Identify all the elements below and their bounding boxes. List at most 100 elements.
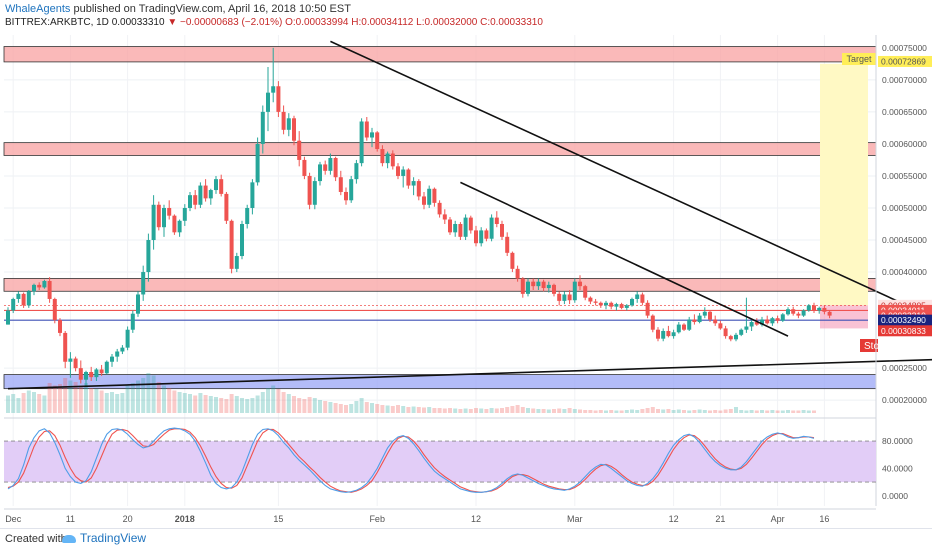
- time-axis-tick: 21: [715, 514, 725, 524]
- candle-body: [635, 294, 640, 299]
- candle-body: [734, 334, 738, 340]
- volume-bar: [624, 410, 629, 413]
- candle-body: [791, 309, 796, 314]
- candle-body: [474, 230, 478, 244]
- candle-body: [687, 319, 692, 330]
- volume-bar: [271, 385, 276, 413]
- volume-bar: [188, 394, 192, 413]
- stop-label-bg: [860, 339, 878, 352]
- volume-bar: [572, 409, 577, 413]
- candle-body: [42, 281, 47, 288]
- candle-body: [536, 281, 541, 287]
- candle-body: [422, 196, 426, 205]
- candle-body: [240, 224, 244, 257]
- candle-body: [619, 304, 624, 308]
- candle-body: [442, 214, 447, 220]
- candle-body: [245, 207, 250, 224]
- candle-body: [609, 302, 614, 307]
- candle-body: [744, 326, 749, 330]
- tradingview-link[interactable]: TradingView: [62, 531, 146, 545]
- price-label: 0.00032490: [881, 315, 926, 325]
- candle-body: [120, 347, 125, 352]
- volume-bar: [286, 394, 291, 413]
- publisher-name[interactable]: WhaleAgents: [5, 3, 71, 15]
- candle-body: [78, 368, 83, 380]
- volume-bar: [141, 378, 146, 413]
- candle-body: [624, 305, 629, 308]
- candle-body: [104, 361, 109, 374]
- volume-bar: [146, 373, 151, 413]
- candle-body: [640, 294, 645, 303]
- volume-bar: [656, 409, 660, 413]
- candle-body: [604, 302, 608, 306]
- candle-body: [115, 351, 120, 357]
- volume-bar: [468, 409, 473, 413]
- candle-body: [396, 166, 400, 176]
- candle-body: [448, 219, 452, 233]
- price-axis-tick: 0.00020000: [882, 395, 927, 405]
- stoch-k-line: [7, 427, 815, 493]
- volume-bar: [515, 405, 520, 413]
- candle-body: [125, 329, 130, 348]
- tradingview-logo-icon: [62, 534, 76, 543]
- price-label-bg: [878, 314, 932, 326]
- volume-bar: [437, 408, 442, 413]
- volume-bar: [240, 398, 244, 413]
- volume-bar: [385, 405, 390, 413]
- volume-bar: [162, 385, 166, 413]
- candle-body: [463, 217, 468, 237]
- price-axis-tick: 0.00060000: [882, 139, 927, 149]
- volume-bar: [349, 404, 354, 413]
- volume-bar: [713, 410, 718, 413]
- candle-body: [630, 298, 634, 306]
- volume-bar: [302, 399, 307, 413]
- candle-body: [770, 318, 775, 324]
- volume-bar: [156, 382, 161, 413]
- candle-body: [484, 230, 489, 239]
- price-axis-tick: 0.00075000: [882, 43, 927, 53]
- candle-body: [614, 304, 619, 307]
- resistance-zone-mid: [3, 142, 877, 156]
- candle-body: [292, 118, 296, 141]
- volume-bar: [474, 408, 478, 413]
- resistance-zone-top: [3, 46, 877, 63]
- price-chart[interactable]: Target Sto 0.00075000 0.00070000 0.00065000 0…: [0, 0, 932, 528]
- volume-bar: [6, 395, 10, 413]
- volume-bar: [359, 398, 364, 413]
- candle-body: [224, 193, 229, 221]
- candle-body: [385, 153, 390, 164]
- candle-body: [572, 281, 577, 301]
- candle-body: [229, 220, 234, 269]
- volume-bar: [557, 408, 562, 413]
- candle-body: [234, 256, 239, 269]
- volume-bar: [47, 383, 52, 413]
- volume-bar: [739, 410, 744, 413]
- volume-bar: [479, 408, 484, 413]
- volume-bar: [734, 407, 738, 413]
- price-axis-tick: 0.00065000: [882, 107, 927, 117]
- volume-bar: [110, 392, 114, 413]
- candle-body: [682, 324, 686, 330]
- chart-header: WhaleAgents published on TradingView.com…: [0, 0, 932, 30]
- volume-bar: [442, 408, 447, 413]
- time-axis-tick: 16: [819, 514, 829, 524]
- change-value: −0.00000683 (−2.01%): [180, 17, 283, 28]
- candle-body: [359, 121, 364, 164]
- volume-bar: [453, 408, 458, 413]
- candle-body: [380, 149, 385, 164]
- volume-bar: [765, 410, 770, 413]
- candle-body: [494, 217, 499, 224]
- volume-bar: [21, 393, 26, 413]
- candle-body: [52, 298, 57, 321]
- target-label-bg: [842, 53, 876, 65]
- last-price: 0.00033310: [111, 17, 165, 28]
- volume-bar: [193, 395, 198, 413]
- candle-body: [562, 294, 567, 301]
- volume-bar: [255, 395, 260, 413]
- candle-body: [370, 132, 374, 138]
- candle-body: [515, 268, 520, 279]
- candle-body: [214, 179, 218, 191]
- volume-bar: [323, 401, 328, 413]
- volume-bar: [370, 403, 374, 413]
- candle-body: [416, 181, 421, 197]
